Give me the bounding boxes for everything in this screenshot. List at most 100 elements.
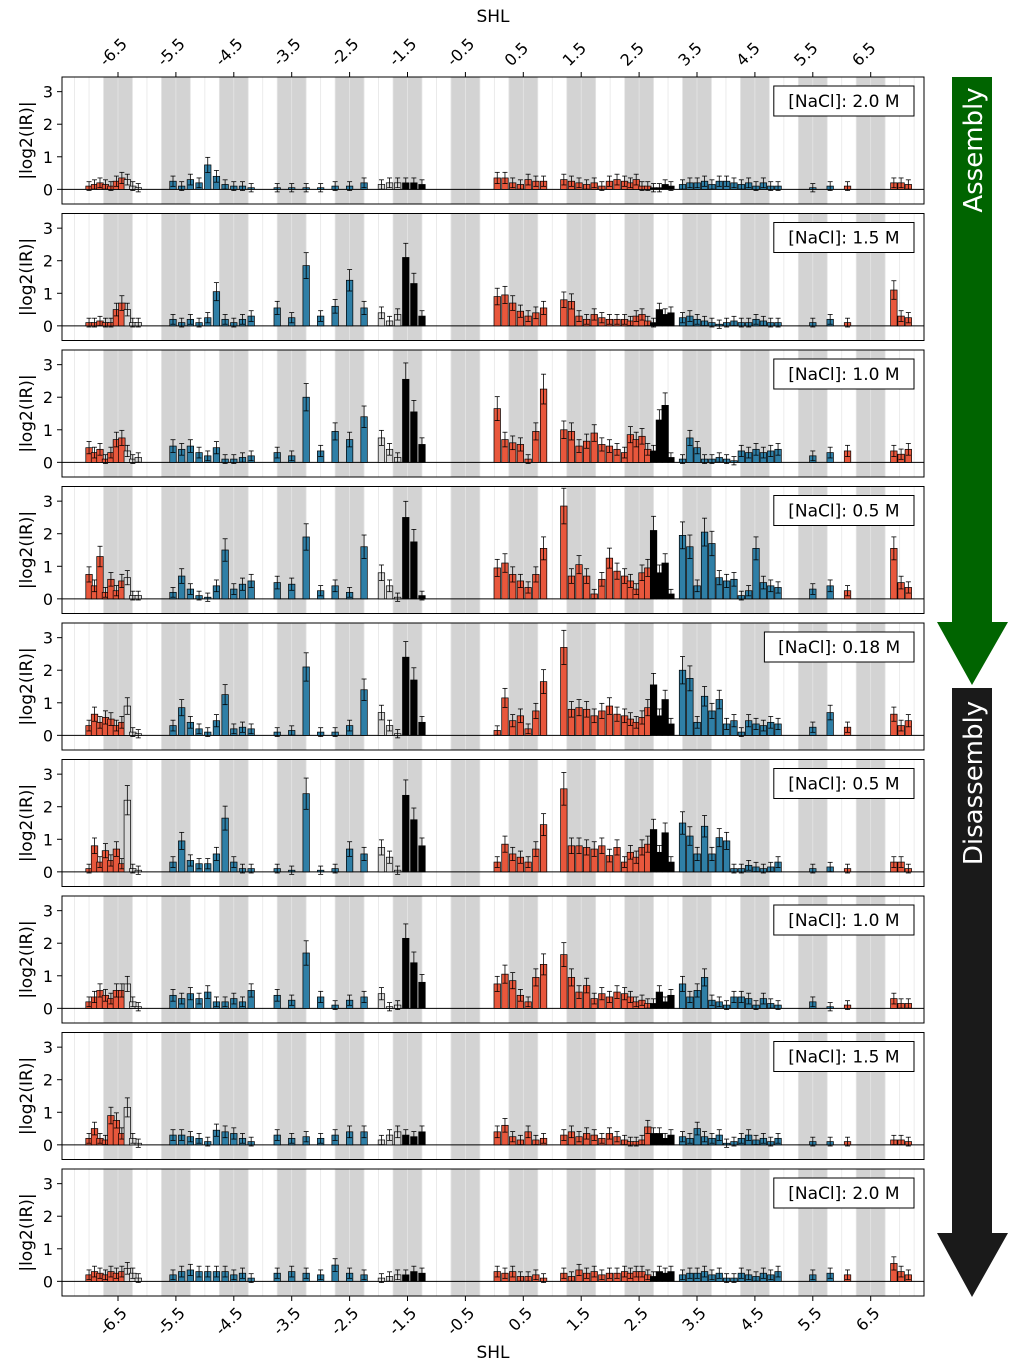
top-x-axis-title: SHL <box>476 7 510 27</box>
y-tick-label: 0 <box>43 180 53 199</box>
bottom-x-tick-label: 1.5 <box>563 1303 594 1334</box>
bottom-x-tick-label: -0.5 <box>443 1303 479 1339</box>
y-tick-label: 0 <box>43 317 53 336</box>
y-tick-label: 0 <box>43 1136 53 1155</box>
y-tick-label: 3 <box>43 765 53 784</box>
y-tick-label: 1 <box>43 967 53 986</box>
y-tick-label: 2 <box>43 252 53 271</box>
top-x-tick-label: -5.5 <box>153 34 189 70</box>
y-tick-label: 2 <box>43 1071 53 1090</box>
top-x-tick-label: -3.5 <box>269 34 305 70</box>
y-axis-label: |log2(IR)| <box>17 647 37 725</box>
top-x-tick-label: -4.5 <box>211 34 247 70</box>
y-tick-label: 0 <box>43 999 53 1018</box>
bottom-x-axis-title: SHL <box>476 1343 510 1363</box>
panel-frame <box>61 759 925 887</box>
bottom-x-tick-label: -2.5 <box>327 1303 363 1339</box>
bottom-x-tick-label: 2.5 <box>620 1303 651 1334</box>
y-tick-label: 3 <box>43 902 53 921</box>
top-x-tick-label: 4.5 <box>732 38 763 69</box>
top-x-axis: -6.5 -5.5 -4.5 -3.5 -2.5 -1.5 -0.5 0.5 1.5 2.5 3.5… <box>95 34 880 77</box>
y-tick-label: 2 <box>43 934 53 953</box>
bottom-x-tick-label: -5.5 <box>153 1303 189 1339</box>
panel: 0 1 2 3 |log2(IR)| [NaCl]: 1.0 M <box>17 895 925 1024</box>
panel-label-box <box>773 768 915 799</box>
y-tick-label: 1 <box>43 557 53 576</box>
panel-frame <box>61 1032 925 1160</box>
panel-label: [NaCl]: 0.18 M <box>778 638 900 658</box>
panel: 0 1 2 3 |log2(IR)| [NaCl]: 2.0 M <box>17 1168 925 1297</box>
panel-label-box <box>763 631 915 663</box>
panel-frame <box>61 349 925 478</box>
panel-label: [NaCl]: 1.0 M <box>788 365 899 385</box>
top-x-tick-label: 5.5 <box>790 38 821 69</box>
panel: 0 1 2 3 |log2(IR)| [NaCl]: 1.5 M <box>17 1032 925 1160</box>
y-tick-label: 0 <box>43 1272 53 1291</box>
y-axis-label: |log2(IR)| <box>17 101 37 179</box>
y-axis-label: |log2(IR)| <box>17 1057 37 1135</box>
y-axis-label: |log2(IR)| <box>17 238 37 316</box>
y-tick-label: 2 <box>43 661 53 680</box>
bottom-x-tick-label: 5.5 <box>794 1303 825 1334</box>
panel: 0 1 2 3 |log2(IR)| [NaCl]: 0.5 M <box>17 759 925 887</box>
arrow-label: Disassembly <box>959 701 989 865</box>
top-x-tick-label: 6.5 <box>848 38 879 69</box>
y-tick-label: 0 <box>43 590 53 609</box>
top-x-tick-label: 1.5 <box>559 38 590 69</box>
panel: 0 1 2 3 |log2(IR)| [NaCl]: 1.5 M <box>17 213 925 341</box>
y-tick-label: 3 <box>43 629 53 648</box>
bottom-x-tick-label: 4.5 <box>736 1303 767 1334</box>
bottom-x-tick-label: -4.5 <box>211 1303 247 1339</box>
arrow-shape <box>937 77 1008 685</box>
panel-label: [NaCl]: 0.5 M <box>788 775 899 795</box>
arrow-shape <box>937 688 1008 1297</box>
y-tick-label: 2 <box>43 388 53 407</box>
y-axis-label: |log2(IR)| <box>17 1193 37 1271</box>
panel-label-box <box>773 358 915 390</box>
y-tick-label: 2 <box>43 525 53 544</box>
y-tick-label: 1 <box>43 1103 53 1122</box>
arrow-label: Assembly <box>959 87 989 212</box>
panel-label: [NaCl]: 1.5 M <box>788 229 899 249</box>
y-axis-label: |log2(IR)| <box>17 374 37 452</box>
y-tick-label: 3 <box>43 83 53 102</box>
y-axis-label: |log2(IR)| <box>17 784 37 862</box>
bottom-x-tick-label: 0.5 <box>505 1303 536 1334</box>
panel-label: [NaCl]: 2.0 M <box>788 1184 899 1204</box>
panel-frame <box>61 622 925 751</box>
top-x-tick-label: 3.5 <box>674 38 705 69</box>
bottom-x-tick-label: 6.5 <box>852 1303 883 1334</box>
y-tick-label: 2 <box>43 798 53 817</box>
disassembly-arrow: Disassembly <box>937 688 1008 1297</box>
panels: 0 1 2 3 |log2(IR)| [NaCl]: 2.0 M 0 1 2 3 |log2(IR)… <box>17 76 925 1297</box>
y-tick-label: 1 <box>43 694 53 713</box>
panel-label-box <box>773 85 915 117</box>
panel-label: [NaCl]: 1.0 M <box>788 911 899 931</box>
y-tick-label: 0 <box>43 453 53 472</box>
y-tick-label: 1 <box>43 830 53 849</box>
y-tick-label: 1 <box>43 284 53 303</box>
bottom-x-tick-label: -1.5 <box>385 1303 421 1339</box>
panel-label: [NaCl]: 1.5 M <box>788 1048 899 1068</box>
assembly-arrow: Assembly <box>937 77 1008 685</box>
y-tick-label: 3 <box>43 1175 53 1194</box>
y-tick-label: 3 <box>43 219 53 238</box>
y-tick-label: 1 <box>43 148 53 167</box>
top-x-tick-label: 0.5 <box>501 38 532 69</box>
y-tick-label: 3 <box>43 492 53 511</box>
panel-label-box <box>773 1041 915 1072</box>
top-x-tick-label: 2.5 <box>616 38 647 69</box>
panel-label-box <box>773 222 915 253</box>
y-tick-label: 1 <box>43 421 53 440</box>
bottom-x-tick-label: -6.5 <box>95 1303 131 1339</box>
panel-frame <box>61 1168 925 1297</box>
top-x-tick-label: -1.5 <box>385 34 421 70</box>
y-tick-label: 2 <box>43 115 53 134</box>
y-tick-label: 0 <box>43 863 53 882</box>
panel-label: [NaCl]: 0.5 M <box>788 502 899 522</box>
y-axis-label: |log2(IR)| <box>17 511 37 589</box>
panel-label: [NaCl]: 2.0 M <box>788 92 899 112</box>
panel-label-box <box>773 495 915 526</box>
bottom-x-axis: -6.5 -5.5 -4.5 -3.5 -2.5 -1.5 -0.5 0.5 1.5 2.5 3.5… <box>95 1296 884 1339</box>
